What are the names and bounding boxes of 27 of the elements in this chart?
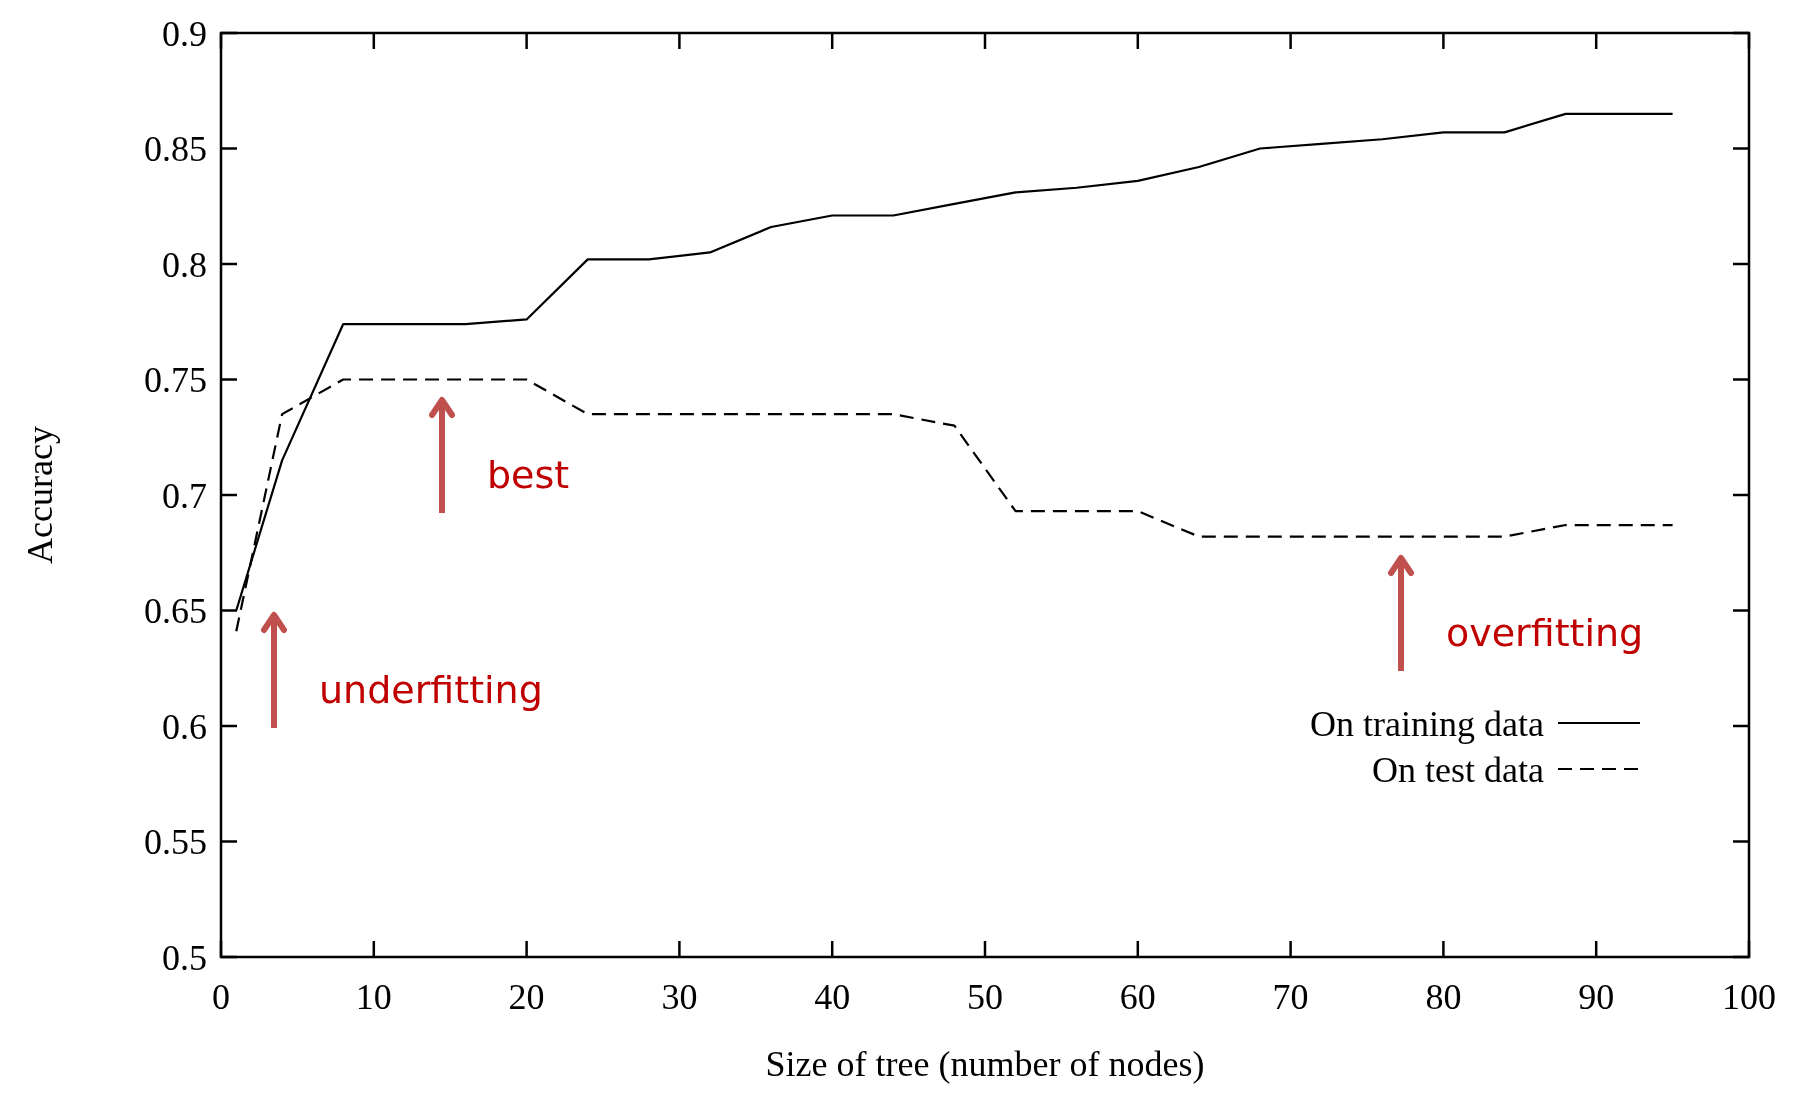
y-tick-label: 0.75 — [144, 360, 207, 401]
y-tick-label: 0.85 — [144, 129, 207, 170]
x-tick-label: 90 — [1578, 977, 1615, 1017]
x-tick-label: 60 — [1119, 977, 1156, 1017]
y-tick-label: 0.55 — [144, 822, 207, 863]
x-tick-label: 40 — [814, 977, 851, 1017]
legend-label: On training data — [1310, 703, 1545, 744]
annotation: underfitting — [319, 668, 543, 712]
annotation: best — [487, 453, 570, 497]
x-tick-label: 20 — [508, 977, 545, 1017]
x-tick-label: 10 — [355, 977, 392, 1017]
x-tick-label: 100 — [1722, 977, 1776, 1017]
y-tick-label: 0.65 — [144, 591, 207, 632]
y-tick-label: 0.5 — [162, 937, 207, 978]
x-tick-label: 50 — [967, 977, 1003, 1017]
y-axis-title: Accuracy — [20, 426, 60, 564]
x-tick-label: 0 — [212, 977, 230, 1017]
x-tick-label: 30 — [661, 977, 698, 1017]
y-tick-label: 0.9 — [162, 13, 207, 54]
y-tick-label: 0.7 — [162, 475, 207, 516]
annotation: overfitting — [1446, 611, 1644, 655]
x-tick-label: 80 — [1425, 977, 1462, 1017]
x-tick-label: 70 — [1272, 977, 1309, 1017]
y-tick-label: 0.8 — [162, 244, 207, 285]
legend-label: On test data — [1372, 749, 1545, 790]
x-axis-title: Size of tree (number of nodes) — [765, 1044, 1205, 1084]
y-tick-label: 0.6 — [162, 706, 207, 747]
